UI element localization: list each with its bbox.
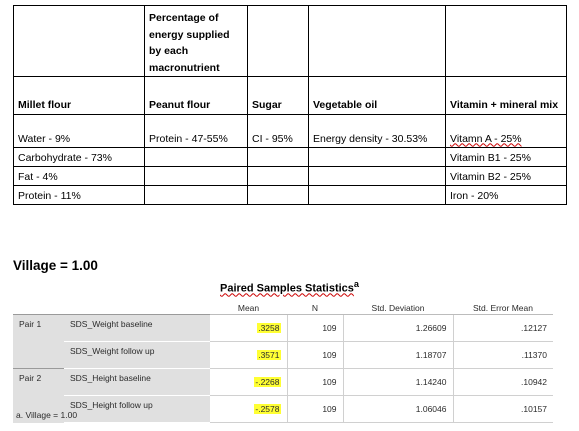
table-cell: [144, 147, 248, 167]
column-header-std-error-mean: Std. Error Mean: [453, 302, 553, 315]
table-row: Pair 1 SDS_Weight baseline .3258 109 1.2…: [13, 314, 553, 369]
column-header-std-deviation: Std. Deviation: [343, 302, 453, 315]
column-header-vitamin-mineral-mix: Vitamin + mineral mix: [445, 76, 567, 115]
empty-cell: [13, 5, 145, 77]
n-value: 109: [286, 395, 343, 423]
table-cell: [247, 147, 309, 167]
std-error-value: .10942: [452, 368, 553, 396]
std-error-value: .11370: [452, 341, 553, 369]
variable-label: SDS_Height follow up: [64, 395, 210, 423]
table-row: SDS_Height follow up -.2578 109 1.06046 …: [13, 395, 553, 423]
table-row: Protein - 11% Iron - 20%: [13, 185, 567, 205]
mean-value: -.2578: [210, 395, 287, 423]
std-deviation-value: 1.14240: [342, 368, 453, 396]
n-value: 109: [286, 314, 343, 342]
empty-cell: [445, 5, 567, 77]
mean-value: .3258: [210, 314, 287, 342]
table-cell: Iron - 20%: [445, 185, 567, 205]
table-cell: Vitamn A - 25%: [445, 114, 567, 148]
nutrient-table: Percentage of energy supplied by each ma…: [13, 5, 567, 205]
std-deviation-value: 1.06046: [342, 395, 453, 423]
table-row: Carbohydrate - 73% Vitamin B1 - 25%: [13, 147, 567, 167]
table-cell: [247, 185, 309, 205]
table-row: Fat - 4% Vitamin B2 - 25%: [13, 166, 567, 186]
column-header-millet-flour: Millet flour: [13, 76, 145, 115]
table-row: Water - 9% Protein - 47-55% CI - 95% Ene…: [13, 114, 567, 148]
nutrient-column-header-row: Millet flour Peanut flour Sugar Vegetabl…: [13, 76, 567, 115]
table-cell: [247, 166, 309, 186]
table-cell: CI - 95%: [247, 114, 309, 148]
variable-label: SDS_Weight follow up: [64, 341, 210, 369]
macronutrient-percentage-header: Percentage of energy supplied by each ma…: [144, 5, 248, 77]
std-error-value: .12127: [452, 314, 553, 342]
n-value: 109: [286, 368, 343, 396]
table-cell: [308, 147, 446, 167]
table-cell: Vitamin B2 - 25%: [445, 166, 567, 186]
stats-title-footnote-marker: a: [353, 279, 359, 289]
highlighted-mean: -.2578: [254, 404, 281, 414]
variable-label: SDS_Height baseline: [64, 368, 210, 396]
std-error-value: .10157: [452, 395, 553, 423]
table-cell: Fat - 4%: [13, 166, 145, 186]
table-cell: [144, 185, 248, 205]
highlighted-mean: .3571: [257, 350, 281, 360]
column-header-peanut-flour: Peanut flour: [144, 76, 248, 115]
village-heading: Village = 1.00: [13, 258, 98, 273]
table-row: SDS_Weight follow up .3571 109 1.18707 .…: [13, 341, 553, 369]
empty-cell: [13, 302, 64, 315]
table-cell: Vitamin B1 - 25%: [445, 147, 567, 167]
column-header-mean: Mean: [210, 302, 287, 315]
table-cell: [144, 166, 248, 186]
mean-value: .3571: [210, 341, 287, 369]
mean-value: -.2268: [210, 368, 287, 396]
stats-title-text: Paired Samples Statistics: [220, 282, 354, 295]
n-value: 109: [286, 341, 343, 369]
table-cell: Protein - 11%: [13, 185, 145, 205]
nutrient-header-top-row: Percentage of energy supplied by each ma…: [13, 5, 567, 77]
highlighted-mean: -.2268: [254, 377, 281, 387]
std-deviation-value: 1.26609: [342, 314, 453, 342]
column-header-n: N: [287, 302, 343, 315]
table-cell: [308, 166, 446, 186]
empty-cell: [64, 302, 210, 315]
table-cell: Water - 9%: [13, 114, 145, 148]
stats-header-row: Mean N Std. Deviation Std. Error Mean: [13, 302, 553, 315]
table-cell: [308, 185, 446, 205]
column-header-sugar: Sugar: [247, 76, 309, 115]
table-cell: Protein - 47-55%: [144, 114, 248, 148]
paired-samples-statistics-title: Paired Samples Statisticsa: [0, 279, 579, 295]
variable-label: SDS_Weight baseline: [64, 314, 210, 342]
pair-2-label: Pair 2: [13, 368, 64, 423]
highlighted-mean: .3258: [257, 323, 281, 333]
pair-1-label: Pair 1: [13, 314, 64, 369]
table-cell: Energy density - 30.53%: [308, 114, 446, 148]
table-cell: Carbohydrate - 73%: [13, 147, 145, 167]
empty-cell: [308, 5, 446, 77]
paired-samples-statistics-table: Mean N Std. Deviation Std. Error Mean Pa…: [13, 302, 553, 423]
std-deviation-value: 1.18707: [342, 341, 453, 369]
empty-cell: [247, 5, 309, 77]
column-header-vegetable-oil: Vegetable oil: [308, 76, 446, 115]
table-row: Pair 2 SDS_Height baseline -.2268 109 1.…: [13, 368, 553, 423]
stats-footnote: a. Village = 1.00: [16, 410, 78, 420]
spellcheck-underlined-text: Vitamn A - 25%: [450, 132, 522, 145]
